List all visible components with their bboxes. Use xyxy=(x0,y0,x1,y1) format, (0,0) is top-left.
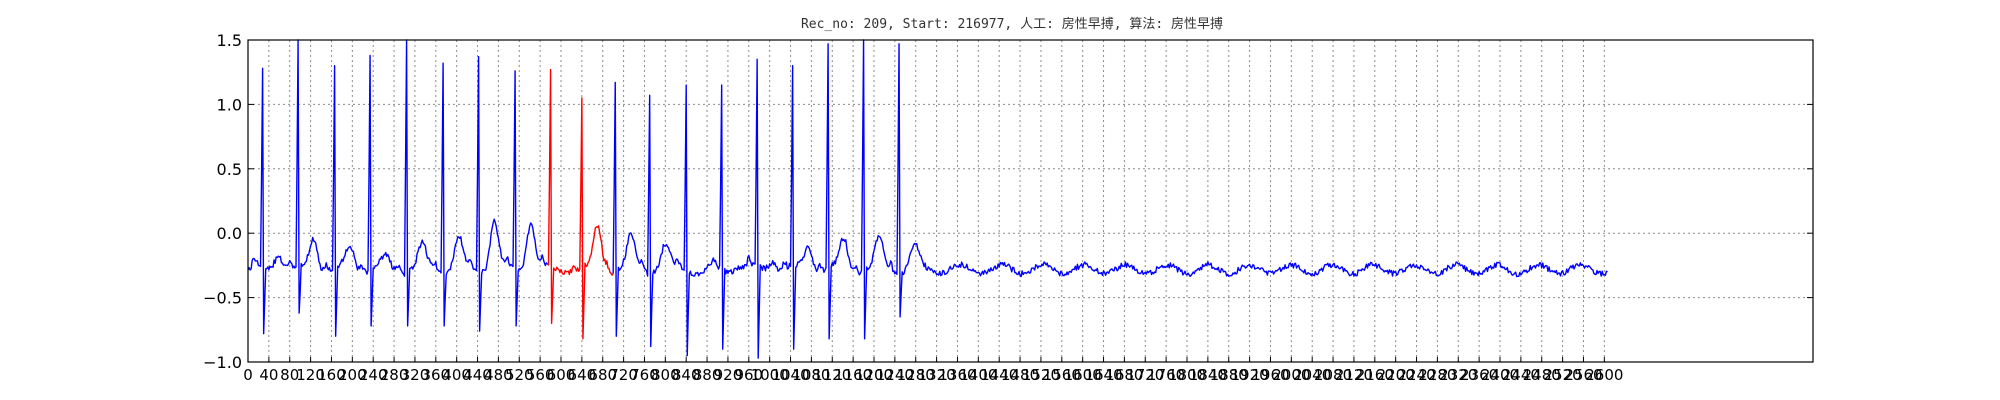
x-tick-label: 2200 xyxy=(1377,366,1415,384)
ecg-segment-normal xyxy=(612,39,1608,359)
x-tick-label: 1920 xyxy=(1231,366,1269,384)
x-tick-label: 600 xyxy=(547,366,576,384)
x-tick-label: 400 xyxy=(442,366,471,384)
x-tick-label: 920 xyxy=(714,366,743,384)
x-tick-label: 2120 xyxy=(1335,366,1373,384)
x-tick-label: 760 xyxy=(630,366,659,384)
x-tick-label: 1520 xyxy=(1022,366,1060,384)
x-tick-label: 360 xyxy=(421,366,450,384)
x-tick-label: 1880 xyxy=(1210,366,1248,384)
x-tick-label: 2040 xyxy=(1293,366,1331,384)
x-tick-label: 1600 xyxy=(1064,366,1102,384)
x-tick-label: 1000 xyxy=(751,366,789,384)
grid-lines xyxy=(248,40,1813,362)
x-tick-label: 1200 xyxy=(855,366,893,384)
x-tick-label: 560 xyxy=(526,366,555,384)
x-tick-label: 440 xyxy=(463,366,492,384)
x-tick-label: 720 xyxy=(609,366,638,384)
y-tick-label: 1.0 xyxy=(217,95,242,114)
x-tick-label: 2520 xyxy=(1544,366,1582,384)
y-tick-label: 0.5 xyxy=(217,160,242,179)
x-tick-label: 1760 xyxy=(1147,366,1185,384)
x-tick-label: 2560 xyxy=(1564,366,1602,384)
x-tick-label: 200 xyxy=(338,366,367,384)
x-tick-label: 640 xyxy=(568,366,597,384)
x-tick-label: 1680 xyxy=(1105,366,1143,384)
x-tick-label: 880 xyxy=(693,366,722,384)
x-tick-label: 1320 xyxy=(918,366,956,384)
x-tick-label: 1720 xyxy=(1126,366,1164,384)
x-tick-label: 1960 xyxy=(1251,366,1289,384)
x-tick-label: 1120 xyxy=(813,366,851,384)
y-tick-label: 0.0 xyxy=(217,224,242,243)
x-tick-label: 480 xyxy=(484,366,513,384)
x-tick-label: 1800 xyxy=(1168,366,1206,384)
x-tick-label: 160 xyxy=(317,366,346,384)
x-tick-label: 1040 xyxy=(771,366,809,384)
x-tick-label: 2400 xyxy=(1481,366,1519,384)
x-tick-label: 1080 xyxy=(792,366,830,384)
x-tick-label: 1400 xyxy=(959,366,997,384)
x-tick-label: 2440 xyxy=(1502,366,1540,384)
x-tick-label: 2280 xyxy=(1418,366,1456,384)
x-tick-label: 320 xyxy=(401,366,430,384)
x-tick-label: 1480 xyxy=(1001,366,1039,384)
ecg-segment-normal xyxy=(247,39,548,337)
x-tick-label: 1360 xyxy=(938,366,976,384)
x-tick-label: 0 xyxy=(243,366,253,384)
y-tick-label: 1.5 xyxy=(217,31,242,50)
x-tick-label: 960 xyxy=(734,366,763,384)
x-tick-label: 2160 xyxy=(1356,366,1394,384)
x-tick-label: 2000 xyxy=(1272,366,1310,384)
x-tick-label: 1240 xyxy=(876,366,914,384)
x-tick-label: 2600 xyxy=(1585,366,1623,384)
x-tick-label: 840 xyxy=(672,366,701,384)
x-tick-label: 1560 xyxy=(1043,366,1081,384)
x-axis: 0 40 8012016020024028032036040044048052056… xyxy=(243,357,1623,384)
x-tick-label: 1440 xyxy=(980,366,1018,384)
x-tick-label: 280 xyxy=(380,366,409,384)
x-tick-label: 1160 xyxy=(834,366,872,384)
x-tick-label: 2320 xyxy=(1439,366,1477,384)
ecg-segment-premature-beat xyxy=(546,68,614,340)
x-tick-label: 1640 xyxy=(1084,366,1122,384)
x-tick-label: 2480 xyxy=(1523,366,1561,384)
x-tick-label: 2360 xyxy=(1460,366,1498,384)
y-tick-label: −1.0 xyxy=(203,353,242,372)
x-tick-label: 40 xyxy=(259,366,278,384)
x-tick-label: 240 xyxy=(359,366,388,384)
y-axis: 1.5 1.0 0.5 0.0 −0.5 −1.0 xyxy=(203,31,1813,372)
x-tick-label: 2080 xyxy=(1314,366,1352,384)
x-tick-label: 1280 xyxy=(897,366,935,384)
ecg-signal xyxy=(247,39,1608,359)
plot-frame xyxy=(247,39,1814,363)
x-tick-label: 1840 xyxy=(1189,366,1227,384)
x-tick-label: 120 xyxy=(296,366,325,384)
x-tick-label: 2240 xyxy=(1397,366,1435,384)
x-tick-label: 800 xyxy=(651,366,680,384)
x-tick-label: 520 xyxy=(505,366,534,384)
y-tick-label: −0.5 xyxy=(203,289,242,308)
x-tick-label: 80 xyxy=(280,366,299,384)
x-tick-label: 680 xyxy=(588,366,617,384)
chart-title: Rec_no: 209, Start: 216977, 人工: 房性早搏, 算法… xyxy=(801,16,1223,32)
